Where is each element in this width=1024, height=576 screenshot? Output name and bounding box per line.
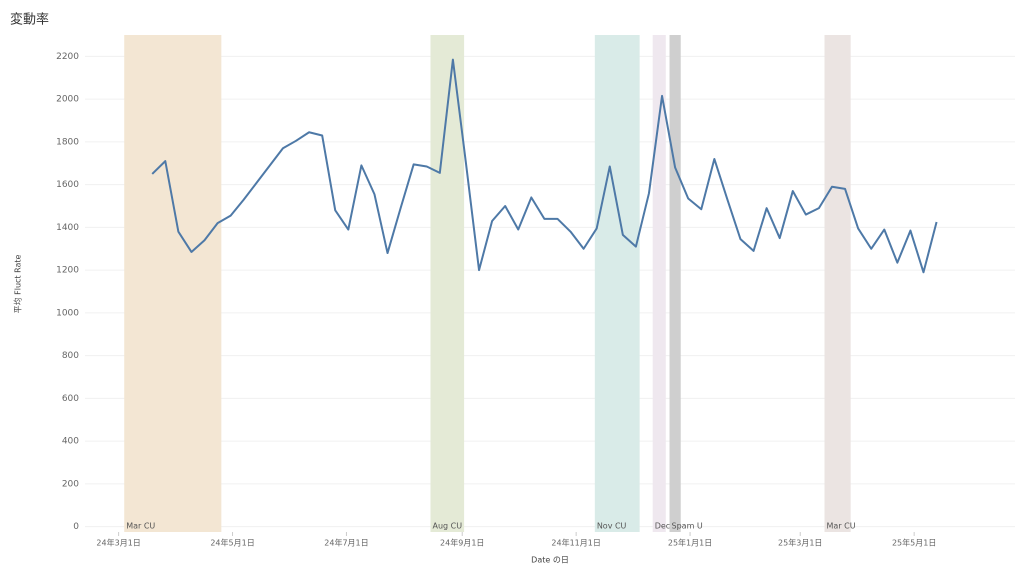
x-tick-label: 24年11月1日 xyxy=(551,538,600,548)
y-tick-label: 1800 xyxy=(56,137,79,147)
y-tick-label: 1000 xyxy=(56,308,79,318)
band-label: Mar CU xyxy=(827,522,856,531)
band-label: Dec xyxy=(655,522,670,531)
x-tick-label: 24年7月1日 xyxy=(324,538,368,548)
y-tick-label: 2000 xyxy=(56,95,79,105)
y-tick-label: 200 xyxy=(62,479,79,489)
x-axis-title: Date の日 xyxy=(531,556,569,565)
band-label: Aug CU xyxy=(432,522,462,531)
x-tick-label: 24年5月1日 xyxy=(210,538,254,548)
y-tick-label: 2200 xyxy=(56,52,79,62)
y-tick-label: 1400 xyxy=(56,223,79,233)
y-tick-label: 1200 xyxy=(56,266,79,276)
band-label: Mar CU xyxy=(126,522,155,531)
x-tick-label: 25年1月1日 xyxy=(668,538,712,548)
y-tick-label: 0 xyxy=(73,522,79,532)
y-tick-label: 600 xyxy=(62,394,79,404)
annotation-band xyxy=(594,35,640,532)
x-tick-label: 24年9月1日 xyxy=(440,538,484,548)
annotation-band xyxy=(669,35,681,532)
band-label: Nov CU xyxy=(597,522,627,531)
annotation-band xyxy=(124,35,222,532)
annotation-band xyxy=(824,35,851,532)
x-tick-label: 25年5月1日 xyxy=(892,538,936,548)
y-tick-label: 400 xyxy=(62,437,79,447)
y-tick-label: 800 xyxy=(62,351,79,361)
y-axis-title: 平均 Fluct Rate xyxy=(13,254,23,313)
y-tick-label: 1600 xyxy=(56,180,79,190)
x-tick-label: 24年3月1日 xyxy=(96,538,140,548)
annotation-band xyxy=(430,35,465,532)
data-line xyxy=(151,58,938,274)
band-label: Spam U xyxy=(672,522,703,531)
annotation-band xyxy=(652,35,666,532)
x-tick-label: 25年3月1日 xyxy=(778,538,822,548)
chart-title: 変動率 xyxy=(10,12,49,28)
